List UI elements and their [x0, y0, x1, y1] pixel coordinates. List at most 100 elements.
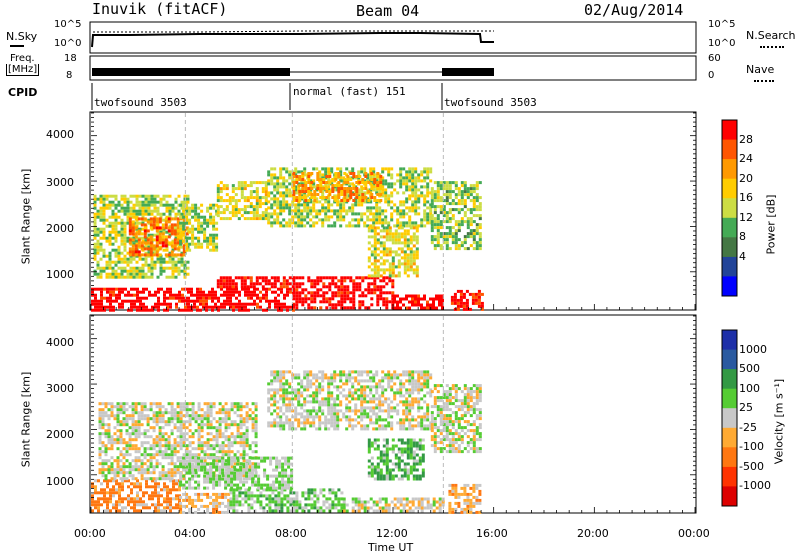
- heatmap-cell: [337, 190, 341, 193]
- heatmap-cell: [221, 450, 225, 454]
- heatmap-cell: [196, 308, 199, 312]
- heatmap-cell: [379, 262, 383, 266]
- heatmap-cell: [343, 294, 347, 298]
- heatmap-cell: [218, 447, 222, 451]
- heatmap-cell: [206, 504, 210, 508]
- heatmap-cell: [315, 215, 319, 219]
- heatmap-cell: [276, 191, 280, 195]
- heatmap-cell: [149, 435, 153, 439]
- heatmap-cell: [403, 250, 407, 254]
- heatmap-cell: [230, 480, 234, 484]
- heatmap-cell: [111, 269, 115, 273]
- heatmap-cell: [256, 302, 259, 306]
- heatmap-cell: [185, 450, 189, 454]
- heatmap-cell: [241, 302, 244, 306]
- heatmap-cell: [154, 293, 157, 297]
- heatmap-cell: [328, 193, 332, 196]
- heatmap-cell: [227, 462, 231, 466]
- nsearch-trace: [93, 30, 494, 33]
- heatmap-cell: [143, 241, 147, 245]
- heatmap-cell: [238, 500, 242, 504]
- heatmap-cell: [131, 465, 135, 469]
- heatmap-cell: [246, 196, 250, 200]
- heatmap-cell: [298, 199, 302, 202]
- heatmap-cell: [144, 245, 148, 249]
- heatmap-cell: [170, 456, 174, 460]
- heatmap-cell: [301, 300, 305, 304]
- heatmap-cell: [415, 241, 419, 245]
- heatmap-cell: [432, 500, 436, 504]
- heatmap-cell: [328, 190, 332, 193]
- heatmap-cell: [471, 301, 475, 305]
- heatmap-cell: [352, 193, 356, 196]
- heatmap-cell: [279, 212, 283, 216]
- heatmap-cell: [373, 282, 377, 286]
- heatmap-cell: [281, 483, 285, 487]
- heatmap-cell: [143, 468, 147, 472]
- heatmap-cell: [133, 485, 136, 489]
- heatmap-cell: [391, 238, 395, 242]
- heatmap-cell: [255, 217, 259, 221]
- heatmap-cell: [403, 241, 407, 245]
- heatmap-cell: [121, 482, 124, 486]
- heatmap-cell: [230, 459, 234, 463]
- heatmap-cell: [130, 506, 133, 510]
- heatmap-cell: [400, 235, 404, 239]
- heatmap-cell: [357, 188, 361, 192]
- heatmap-cell: [409, 262, 413, 266]
- heatmap-cell: [376, 247, 380, 251]
- heatmap-cell: [194, 453, 198, 457]
- heatmap-cell: [134, 447, 138, 451]
- heatmap-cell: [107, 414, 111, 418]
- heatmap-cell: [163, 488, 166, 492]
- heatmap-cell: [135, 203, 139, 207]
- heatmap-cell: [182, 438, 186, 442]
- heatmap-cell: [319, 506, 323, 510]
- heatmap-cell: [387, 197, 391, 201]
- heatmap-cell: [227, 417, 231, 421]
- heatmap-cell: [426, 306, 429, 310]
- heatmap-cell: [243, 199, 247, 203]
- heatmap-cell: [391, 259, 395, 263]
- heatmap-cell: [304, 196, 308, 199]
- heatmap-cell: [121, 290, 124, 294]
- heatmap-cell: [414, 294, 417, 298]
- heatmap-cell: [185, 486, 189, 490]
- heatmap-cell: [331, 279, 335, 283]
- heatmap-cell: [454, 492, 458, 496]
- heatmap-cell: [275, 465, 279, 469]
- heatmap-cell: [430, 202, 434, 206]
- heatmap-cell: [472, 202, 476, 206]
- heatmap-cell: [191, 230, 195, 234]
- heatmap-cell: [354, 200, 358, 204]
- heatmap-cell: [181, 287, 184, 291]
- heatmap-cell: [141, 272, 145, 276]
- heatmap-cell: [128, 253, 132, 257]
- heatmap-cell: [150, 257, 154, 261]
- heatmap-cell: [460, 181, 464, 185]
- heatmap-cell: [98, 420, 102, 424]
- heatmap-cell: [292, 500, 296, 504]
- heatmap-cell: [173, 408, 177, 412]
- heatmap-cell: [135, 197, 139, 201]
- heatmap-cell: [208, 305, 211, 309]
- heatmap-cell: [227, 414, 231, 418]
- heatmap-cell: [406, 262, 410, 266]
- heatmap-cell: [381, 167, 385, 171]
- heatmap-cell: [402, 212, 406, 216]
- heatmap-cell: [161, 426, 165, 430]
- heatmap-cell: [282, 194, 286, 198]
- heatmap-cell: [321, 191, 325, 195]
- heatmap-cell: [268, 287, 271, 291]
- heatmap-cell: [219, 217, 223, 221]
- heatmap-cell: [190, 293, 193, 297]
- heatmap-cell: [108, 233, 112, 237]
- heatmap-cell: [429, 170, 433, 174]
- heatmap-cell: [188, 468, 192, 472]
- heatmap-cell: [188, 435, 192, 439]
- heatmap-cell: [122, 438, 126, 442]
- heatmap-cell: [402, 297, 405, 301]
- heatmap-cell: [102, 266, 106, 270]
- heatmap-cell: [236, 435, 240, 439]
- heatmap-cell: [230, 432, 234, 436]
